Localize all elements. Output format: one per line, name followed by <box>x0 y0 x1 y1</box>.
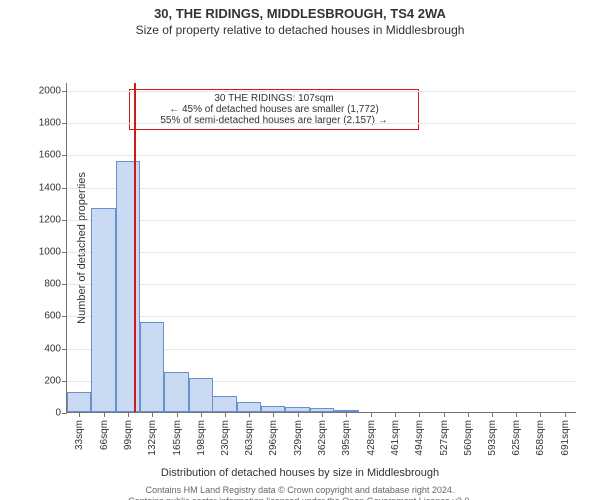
page-subtitle: Size of property relative to detached ho… <box>0 23 600 37</box>
x-tick-label: 395sqm <box>341 420 352 456</box>
histogram-bar <box>116 161 140 412</box>
x-tick-label: 165sqm <box>172 420 183 456</box>
x-tick-label: 263sqm <box>244 420 255 456</box>
x-tick <box>201 412 202 417</box>
plot-area: 30 THE RIDINGS: 107sqm← 45% of detached … <box>66 83 576 413</box>
gridline <box>67 220 576 221</box>
x-tick <box>565 412 566 417</box>
x-tick-label: 132sqm <box>147 420 158 456</box>
x-tick <box>225 412 226 417</box>
y-tick-label: 400 <box>44 343 67 354</box>
x-tick <box>516 412 517 417</box>
y-tick-label: 1600 <box>39 150 67 161</box>
x-tick-label: 691sqm <box>560 420 571 456</box>
gridline <box>67 284 576 285</box>
histogram-bar <box>212 396 236 412</box>
y-tick-label: 1200 <box>39 214 67 225</box>
x-tick <box>492 412 493 417</box>
x-tick <box>152 412 153 417</box>
x-tick <box>322 412 323 417</box>
footnote-line: Contains HM Land Registry data © Crown c… <box>0 485 600 496</box>
x-tick-label: 329sqm <box>293 420 304 456</box>
x-tick <box>371 412 372 417</box>
x-tick-label: 99sqm <box>123 420 134 450</box>
x-tick <box>444 412 445 417</box>
x-tick <box>395 412 396 417</box>
gridline <box>67 155 576 156</box>
gridline <box>67 123 576 124</box>
x-tick-label: 33sqm <box>74 420 85 450</box>
x-axis-label: Distribution of detached houses by size … <box>0 467 600 479</box>
x-tick <box>128 412 129 417</box>
x-tick-label: 362sqm <box>317 420 328 456</box>
chart-container: Number of detached properties 30 THE RID… <box>0 37 600 463</box>
x-tick-label: 66sqm <box>99 420 110 450</box>
x-tick <box>468 412 469 417</box>
histogram-bar <box>164 372 188 412</box>
annotation-line: ← 45% of detached houses are smaller (1,… <box>140 104 408 115</box>
x-tick-label: 494sqm <box>414 420 425 456</box>
histogram-bar <box>189 378 213 412</box>
histogram-bar <box>237 402 261 412</box>
marker-line <box>134 83 136 412</box>
x-tick <box>104 412 105 417</box>
x-tick <box>298 412 299 417</box>
x-tick <box>346 412 347 417</box>
y-tick-label: 2000 <box>39 86 67 97</box>
gridline <box>67 252 576 253</box>
x-tick <box>273 412 274 417</box>
x-tick-label: 428sqm <box>366 420 377 456</box>
x-tick <box>79 412 80 417</box>
annotation-line: 30 THE RIDINGS: 107sqm <box>140 93 408 104</box>
x-tick-label: 461sqm <box>390 420 401 456</box>
histogram-bar <box>91 208 115 412</box>
y-tick-label: 600 <box>44 311 67 322</box>
y-tick-label: 800 <box>44 279 67 290</box>
y-tick-label: 0 <box>55 408 67 419</box>
x-tick <box>177 412 178 417</box>
histogram-bar <box>140 322 164 412</box>
y-tick-label: 200 <box>44 375 67 386</box>
y-tick-label: 1000 <box>39 247 67 258</box>
x-tick <box>419 412 420 417</box>
y-tick-label: 1400 <box>39 182 67 193</box>
gridline <box>67 316 576 317</box>
x-tick <box>249 412 250 417</box>
x-tick-label: 230sqm <box>220 420 231 456</box>
page-title: 30, THE RIDINGS, MIDDLESBROUGH, TS4 2WA <box>0 6 600 21</box>
footnote-line: Contains public sector information licen… <box>0 496 600 500</box>
y-tick-label: 1800 <box>39 118 67 129</box>
x-tick-label: 296sqm <box>268 420 279 456</box>
histogram-bar <box>67 392 91 412</box>
x-tick-label: 527sqm <box>439 420 450 456</box>
x-tick-label: 198sqm <box>196 420 207 456</box>
footnote: Contains HM Land Registry data © Crown c… <box>0 485 600 500</box>
x-tick <box>540 412 541 417</box>
x-tick-label: 658sqm <box>536 420 547 456</box>
gridline <box>67 188 576 189</box>
x-tick-label: 625sqm <box>511 420 522 456</box>
x-tick-label: 593sqm <box>488 420 499 456</box>
gridline <box>67 91 576 92</box>
annotation-line: 55% of semi-detached houses are larger (… <box>140 115 408 126</box>
x-tick-label: 560sqm <box>463 420 474 456</box>
